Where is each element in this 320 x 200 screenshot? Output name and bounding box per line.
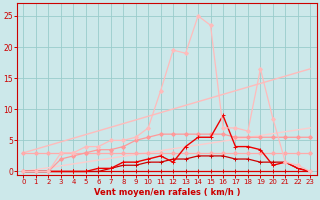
X-axis label: Vent moyen/en rafales ( km/h ): Vent moyen/en rafales ( km/h ) bbox=[94, 188, 240, 197]
